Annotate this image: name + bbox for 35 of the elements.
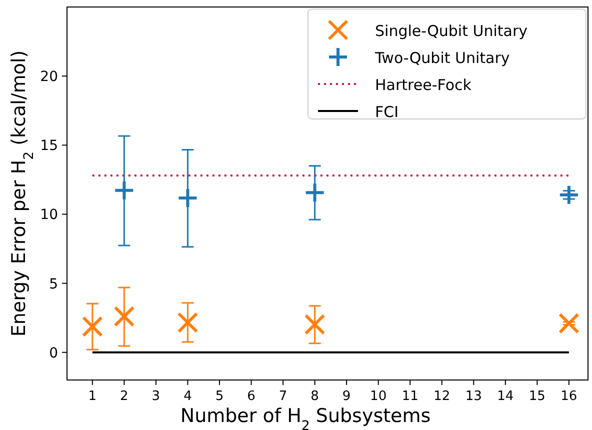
point [82,316,103,338]
x-tick-label: 4 [184,389,192,404]
x-tick-label: 16 [560,389,578,404]
x-tick-label: 14 [497,389,514,404]
x-tick-label: 13 [465,389,482,404]
x-tick-label: 2 [120,389,128,404]
y-tick-label: 10 [40,207,58,224]
x-tick-label: 5 [215,389,224,404]
x-axis-title: Number of H$_{2}$ Subsystems [180,405,431,430]
y-tick-label: 20 [40,69,58,86]
x-tick-label: 1 [88,389,97,404]
legend-label: Two-Qubit Unitary [374,49,510,67]
point [304,314,326,335]
x-tick-label: 7 [278,389,288,404]
point [114,306,135,327]
legend-label: Single-Qubit Unitary [375,22,528,40]
x-tick-label: 11 [402,389,418,404]
y-tick-label: 15 [40,138,58,154]
x-tick-label: 9 [342,389,351,404]
x-tick-label: 10 [370,389,387,404]
point [558,184,580,206]
y-tick-label: 0 [49,345,58,362]
x-tick-label: 15 [528,389,546,404]
y-tick-label: 5 [49,276,58,292]
x-tick-label: 12 [434,389,450,404]
point [177,312,198,334]
point [558,312,580,334]
legend-label: Hartree-Fock [375,76,472,94]
x-tick-label: 8 [310,389,319,404]
x-tick-label: 6 [247,389,256,404]
point [114,180,135,201]
legend-label: FCI [375,103,399,121]
x-tick-label: 3 [152,389,160,404]
point [304,182,326,204]
point [177,188,198,209]
